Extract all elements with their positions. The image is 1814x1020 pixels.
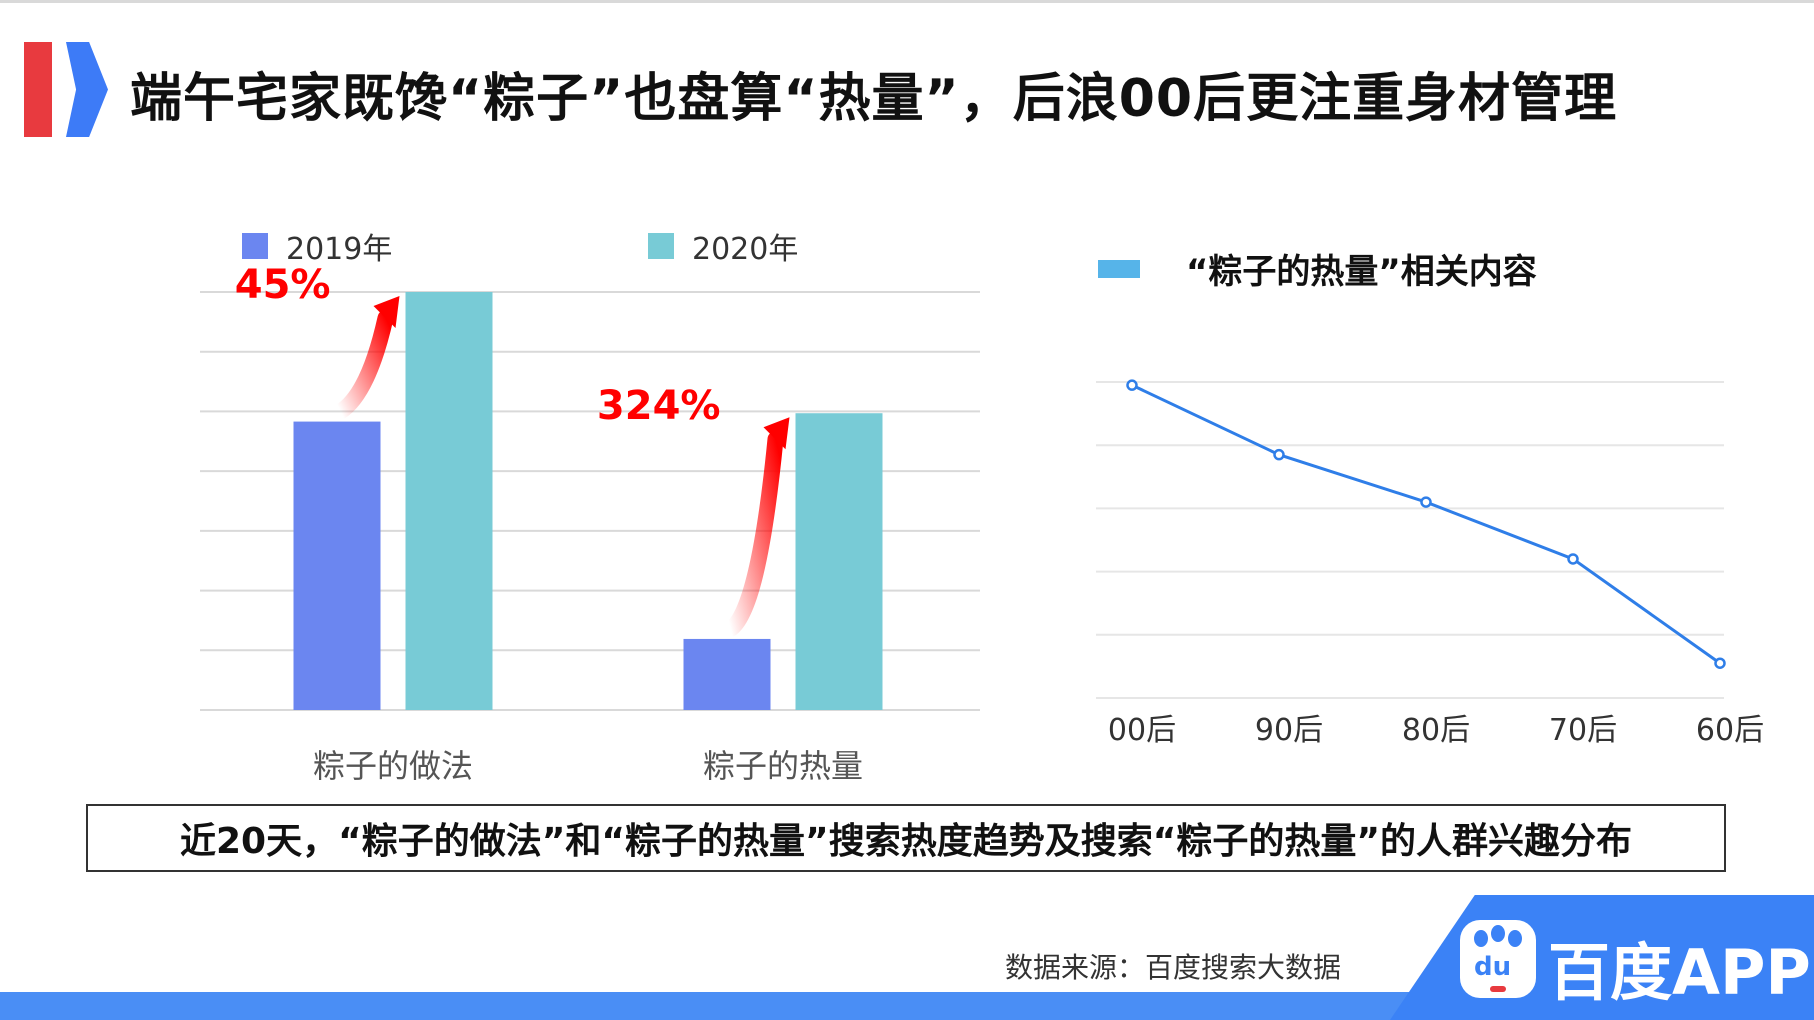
legend-2020: 2020年 (648, 224, 798, 268)
brand-name: 百度APP (1548, 936, 1811, 1009)
line-legend-swatch (1098, 259, 1140, 278)
line-point (1126, 379, 1138, 391)
line-point (1567, 553, 1579, 565)
legend-swatch-2019 (242, 233, 268, 259)
up-arrow-icon (722, 431, 784, 637)
paw-toe-2 (1491, 925, 1505, 942)
legend-label-2020: 2020年 (692, 232, 799, 267)
brand-logo-text: du (1474, 952, 1512, 982)
title-accent-red (24, 42, 52, 137)
bar-2019-0 (293, 421, 381, 710)
paw-toe-3 (1508, 930, 1522, 947)
charts-canvas: 粽子的做法 45% 粽子的热量 324% 00后 90后 80后 70后 60后 (200, 262, 1764, 785)
bar-category-label: 粽子的热量 (703, 747, 863, 785)
data-source: 数据来源：百度搜索大数据 (1005, 951, 1342, 984)
line-chart: 00后 90后 80后 70后 60后 (1096, 379, 1764, 748)
line-legend-label: “粽子的热量”相关内容 (1186, 252, 1537, 292)
legend-swatch-2020 (648, 233, 674, 259)
growth-annotation: 324% (597, 383, 721, 429)
line-point (1714, 657, 1726, 669)
line-point (1273, 448, 1285, 461)
line-legend: “粽子的热量”相关内容 (1098, 244, 1537, 293)
brand-logo-dot (1490, 986, 1506, 992)
up-arrow-head (373, 296, 400, 328)
line-category-label: 70后 (1549, 713, 1617, 748)
line-category-label: 80后 (1402, 713, 1470, 748)
bar-chart: 粽子的做法 45% 粽子的热量 324% (200, 262, 980, 785)
line-category-label: 00后 (1108, 713, 1176, 748)
bar-2020-0 (405, 292, 493, 710)
chart-caption: 近20天，“粽子的做法”和“粽子的热量”搜索热度趋势及搜索“粽子的热量”的人群兴… (86, 804, 1726, 872)
bar-category-label: 粽子的做法 (313, 747, 473, 785)
up-arrow-icon (332, 310, 394, 420)
paw-toe-1 (1474, 930, 1488, 947)
bar-2020-1 (795, 413, 883, 710)
legend-2019: 2019年 (242, 224, 392, 268)
line-category-label: 90后 (1255, 713, 1323, 748)
page-title: 端午宅家既馋“粽子”也盘算“热量”，后浪00后更注重身材管理 (130, 69, 1618, 129)
line-series (1131, 383, 1721, 665)
growth-annotation: 45% (235, 262, 331, 308)
line-category-label: 60后 (1696, 713, 1764, 748)
bar-2019-1 (683, 638, 771, 710)
baidu-paw-icon: du (1460, 920, 1536, 998)
line-point (1420, 496, 1432, 508)
legend-label-2019: 2019年 (286, 232, 393, 267)
top-border (0, 0, 1814, 3)
up-arrow-head (763, 417, 790, 450)
